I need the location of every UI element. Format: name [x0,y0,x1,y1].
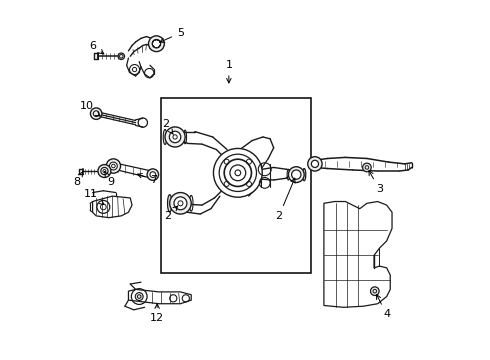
Text: 6: 6 [89,41,104,54]
Circle shape [292,170,301,179]
Text: 11: 11 [84,189,104,204]
Circle shape [170,131,181,143]
Ellipse shape [184,130,187,144]
Circle shape [147,169,159,180]
Circle shape [363,163,371,172]
Text: 2: 2 [275,178,295,221]
Circle shape [165,127,185,147]
Circle shape [214,148,262,197]
Polygon shape [324,202,392,307]
Text: 5: 5 [160,28,184,42]
Circle shape [101,167,108,175]
Text: 7: 7 [138,174,157,185]
Text: 10: 10 [79,102,100,116]
Ellipse shape [190,195,193,211]
Circle shape [150,172,156,177]
Circle shape [148,36,164,51]
Text: 3: 3 [369,171,383,194]
Circle shape [98,165,111,177]
Text: 2: 2 [164,206,178,221]
Circle shape [152,40,161,48]
Text: 4: 4 [377,294,390,319]
Polygon shape [93,196,132,218]
Circle shape [308,157,322,171]
Ellipse shape [302,168,306,181]
Ellipse shape [163,130,167,144]
Circle shape [118,53,124,59]
Text: 12: 12 [150,304,164,323]
Circle shape [311,160,318,167]
Text: 1: 1 [225,60,232,83]
Ellipse shape [168,195,172,212]
Circle shape [109,162,117,170]
Circle shape [91,108,102,120]
Circle shape [135,293,143,301]
Circle shape [370,287,379,296]
Circle shape [106,159,121,173]
Text: 8: 8 [74,171,83,187]
Text: 9: 9 [105,171,114,187]
Polygon shape [128,289,191,304]
Circle shape [224,159,251,186]
Ellipse shape [287,169,290,180]
Bar [161,98,311,273]
Circle shape [174,197,187,210]
Text: 2: 2 [163,120,173,135]
Circle shape [289,167,304,183]
Circle shape [170,193,191,214]
